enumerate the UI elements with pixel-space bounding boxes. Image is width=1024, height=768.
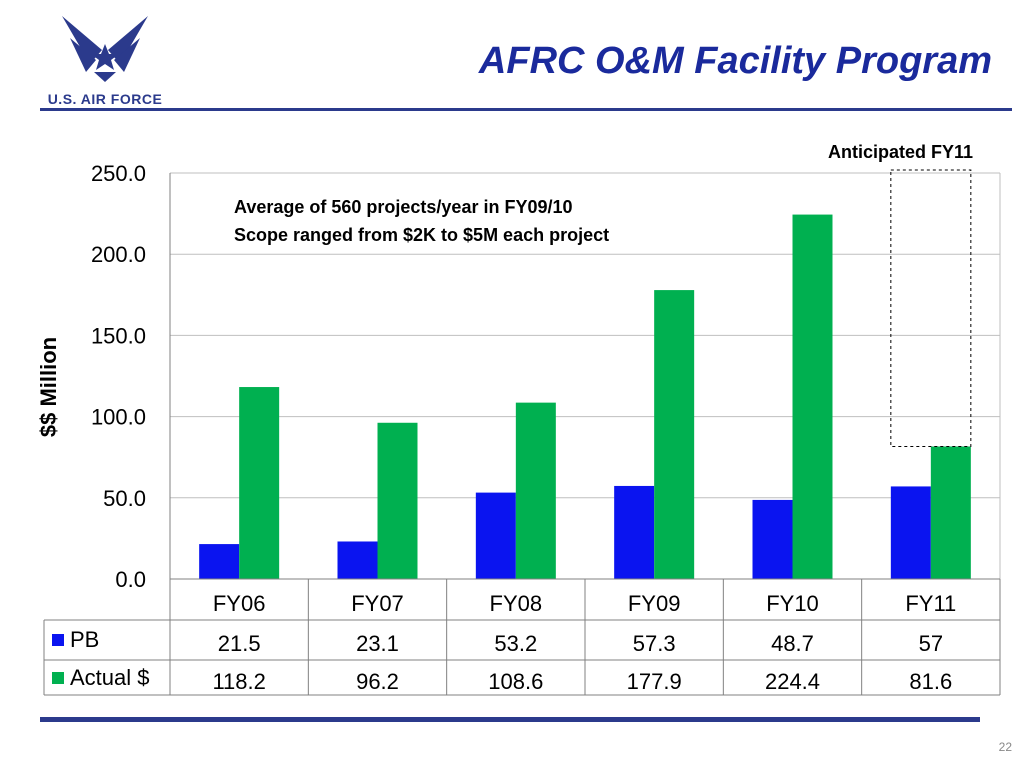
- bar-actual: [930, 446, 971, 579]
- annotation-average: Average of 560 projects/year in FY09/10: [234, 197, 573, 217]
- bar-actual: [377, 422, 418, 579]
- bar-pb: [890, 486, 931, 579]
- y-axis-label: $$ Million: [36, 336, 61, 438]
- y-tick-label: 100.0: [91, 405, 146, 430]
- x-tick-label: FY10: [766, 591, 819, 616]
- page-title: AFRC O&M Facility Program: [478, 40, 992, 82]
- legend-swatch: [52, 672, 64, 684]
- data-label: 108.6: [488, 669, 543, 694]
- y-tick-label: 250.0: [91, 161, 146, 186]
- bar-chart: 0.0 50.0 100.0 150.0 200.0 250.0 FY06 FY07 FY08 F…: [43, 161, 1001, 696]
- data-label: 57: [919, 631, 943, 656]
- x-tick-label: FY07: [351, 591, 404, 616]
- bar-pb: [199, 544, 240, 579]
- data-label: 118.2: [212, 669, 265, 694]
- bar-actual: [792, 214, 833, 579]
- bar-pb: [337, 541, 378, 579]
- page-number: 22: [998, 740, 1012, 754]
- bar-actual: [239, 387, 280, 579]
- data-label: 23.1: [356, 631, 399, 656]
- bar-pb: [614, 485, 655, 579]
- x-tick-label: FY09: [628, 591, 681, 616]
- anticipated-callout: Anticipated FY11: [828, 142, 974, 162]
- data-label: 96.2: [356, 669, 399, 694]
- y-tick-label: 200.0: [91, 242, 146, 267]
- x-tick-label: FY06: [213, 591, 266, 616]
- bar-actual: [654, 290, 695, 579]
- bar-pb: [475, 492, 516, 579]
- bar-pb: [752, 499, 793, 579]
- header-divider: [40, 108, 1012, 111]
- wings-emblem-icon: [62, 16, 148, 82]
- data-label: 53.2: [494, 631, 537, 656]
- y-tick-label: 50.0: [103, 486, 146, 511]
- anticipated-box: [890, 169, 972, 447]
- footer-divider: [40, 717, 980, 722]
- bar-actual: [515, 402, 556, 579]
- data-label: 21.5: [218, 631, 261, 656]
- x-tick-label: FY11: [905, 591, 956, 616]
- data-label: 224.4: [765, 669, 820, 694]
- y-tick-label: 150.0: [91, 323, 146, 348]
- logo-text: U.S. AIR FORCE: [47, 91, 163, 107]
- legend-label: Actual $: [70, 665, 150, 690]
- air-force-logo: U.S. AIR FORCE: [40, 8, 170, 108]
- data-label: 57.3: [633, 631, 676, 656]
- x-tick-label: FY08: [490, 591, 543, 616]
- y-tick-label: 0.0: [115, 567, 146, 592]
- annotation-scope: Scope ranged from $2K to $5M each projec…: [234, 225, 610, 245]
- legend-label: PB: [70, 627, 99, 652]
- legend-swatch: [52, 634, 64, 646]
- data-label: 177.9: [627, 669, 682, 694]
- data-label: 81.6: [909, 669, 952, 694]
- data-label: 48.7: [771, 631, 814, 656]
